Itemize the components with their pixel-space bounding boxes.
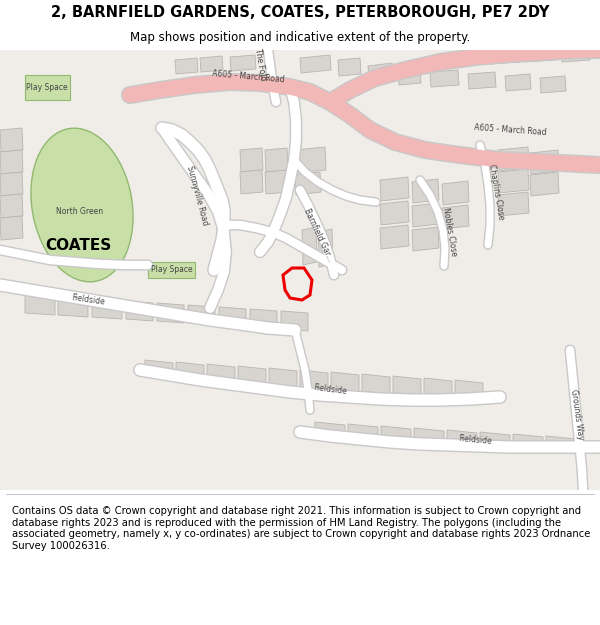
Polygon shape: [240, 170, 263, 194]
Polygon shape: [442, 181, 469, 205]
Polygon shape: [295, 172, 321, 195]
Polygon shape: [498, 192, 529, 216]
Polygon shape: [562, 50, 590, 62]
Text: The Fold: The Fold: [253, 48, 267, 82]
Polygon shape: [265, 170, 288, 194]
Polygon shape: [148, 262, 195, 278]
Polygon shape: [0, 128, 23, 152]
Polygon shape: [455, 380, 483, 400]
Polygon shape: [300, 55, 331, 73]
Polygon shape: [295, 147, 326, 173]
Polygon shape: [414, 428, 444, 446]
Text: Fieldside: Fieldside: [458, 434, 492, 446]
Polygon shape: [331, 372, 359, 392]
Text: Grounds Way: Grounds Way: [569, 389, 585, 441]
Polygon shape: [362, 374, 390, 394]
Polygon shape: [176, 362, 204, 382]
Polygon shape: [380, 177, 409, 201]
Polygon shape: [468, 72, 496, 89]
Polygon shape: [188, 305, 215, 325]
Polygon shape: [0, 150, 23, 174]
Polygon shape: [265, 148, 288, 172]
Polygon shape: [338, 58, 361, 76]
Polygon shape: [318, 229, 333, 267]
Text: Barnfield Gar...: Barnfield Gar...: [302, 207, 334, 263]
Polygon shape: [412, 179, 439, 203]
Polygon shape: [58, 297, 88, 317]
Polygon shape: [175, 58, 198, 74]
Polygon shape: [230, 55, 256, 71]
Polygon shape: [250, 309, 277, 329]
Polygon shape: [0, 172, 23, 196]
Polygon shape: [530, 150, 559, 174]
Text: Fieldside: Fieldside: [313, 384, 347, 396]
Polygon shape: [25, 295, 55, 315]
Polygon shape: [238, 366, 266, 386]
Polygon shape: [126, 301, 153, 321]
Polygon shape: [442, 205, 469, 229]
Polygon shape: [25, 75, 70, 100]
Text: A605 - March Road: A605 - March Road: [211, 69, 284, 84]
Polygon shape: [381, 426, 411, 444]
Polygon shape: [525, 50, 555, 62]
Polygon shape: [315, 422, 345, 440]
Text: Contains OS data © Crown copyright and database right 2021. This information is : Contains OS data © Crown copyright and d…: [12, 506, 590, 551]
Polygon shape: [157, 303, 184, 323]
Polygon shape: [530, 172, 559, 196]
Polygon shape: [0, 50, 600, 490]
Polygon shape: [281, 311, 308, 331]
Polygon shape: [368, 63, 393, 81]
Text: COATES: COATES: [45, 238, 111, 252]
Ellipse shape: [31, 128, 133, 282]
Text: Chaplins Close: Chaplins Close: [487, 164, 505, 221]
Polygon shape: [480, 432, 510, 450]
Text: 2, BARNFIELD GARDENS, COATES, PETERBOROUGH, PE7 2DY: 2, BARNFIELD GARDENS, COATES, PETERBOROU…: [51, 5, 549, 20]
Polygon shape: [447, 430, 477, 448]
Polygon shape: [498, 147, 529, 171]
Text: Nobles Close: Nobles Close: [441, 207, 459, 257]
Polygon shape: [240, 148, 263, 172]
Polygon shape: [219, 307, 246, 327]
Polygon shape: [546, 436, 576, 454]
Polygon shape: [412, 203, 439, 227]
Polygon shape: [540, 76, 566, 93]
Polygon shape: [0, 194, 23, 218]
Polygon shape: [513, 434, 543, 452]
Polygon shape: [302, 227, 317, 265]
Polygon shape: [300, 370, 328, 390]
Polygon shape: [393, 376, 421, 396]
Text: Map shows position and indicative extent of the property.: Map shows position and indicative extent…: [130, 31, 470, 44]
Polygon shape: [92, 299, 122, 319]
Polygon shape: [490, 50, 520, 64]
Text: Play Space: Play Space: [151, 266, 193, 274]
Polygon shape: [0, 216, 23, 240]
Polygon shape: [207, 364, 235, 384]
Polygon shape: [380, 201, 409, 225]
Polygon shape: [380, 225, 409, 249]
Polygon shape: [398, 68, 421, 85]
Text: A605 - March Road: A605 - March Road: [473, 123, 547, 137]
Polygon shape: [412, 227, 439, 251]
Text: North Green: North Green: [56, 208, 104, 216]
Polygon shape: [505, 74, 531, 91]
Polygon shape: [269, 368, 297, 388]
Text: Play Space: Play Space: [26, 82, 68, 91]
Polygon shape: [200, 56, 223, 72]
Polygon shape: [498, 169, 529, 193]
Polygon shape: [348, 424, 378, 442]
Text: Fieldside: Fieldside: [71, 293, 105, 307]
Polygon shape: [430, 70, 459, 87]
Polygon shape: [145, 360, 173, 380]
Polygon shape: [424, 378, 452, 398]
Text: Sunnyville Road: Sunnyville Road: [185, 164, 209, 226]
